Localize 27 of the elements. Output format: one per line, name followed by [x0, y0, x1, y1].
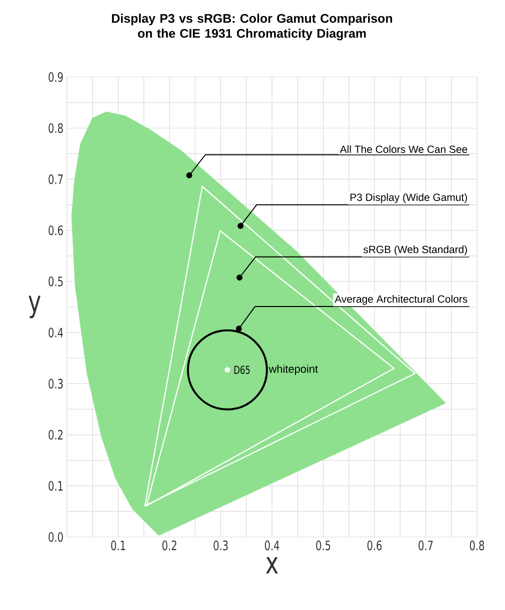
y-tick-label: 0.4 — [48, 328, 63, 338]
y-tick-label: 0.5 — [48, 276, 63, 286]
x-axis-title: x — [266, 557, 278, 574]
x-tick-label: 0.7 — [418, 540, 433, 550]
x-tick-label: 0.2 — [162, 540, 176, 550]
x-tick-label: 0.3 — [214, 540, 228, 550]
y-tick-label: 0.0 — [48, 532, 63, 542]
annotation: whitepoint — [268, 364, 318, 375]
x-tick-label: 0.5 — [316, 540, 330, 550]
annotation: P3 Display (Wide Gamut) — [350, 193, 467, 204]
y-tick-label: 0.8 — [48, 123, 63, 134]
y-tick-label: 0.1 — [48, 480, 63, 491]
annotation: D65 — [234, 366, 250, 374]
x-tick-label: 0.6 — [367, 540, 382, 550]
chart-title: Display P3 vs sRGB: Color Gamut Comparison on the CIE 1931 Chromaticity Diagram — [112, 14, 392, 40]
y-axis-title: y — [28, 296, 41, 318]
x-tick-label: 0.4 — [264, 540, 280, 550]
y-tick-label: 0.7 — [48, 174, 63, 184]
x-tick-label: 0.1 — [111, 540, 126, 550]
annotation: Average Architectural Colors — [334, 295, 468, 305]
y-tick-label: 0.9 — [48, 72, 63, 82]
y-tick-label: 0.2 — [48, 430, 62, 440]
annotation: sRGB (Web Standard) — [363, 245, 467, 256]
y-tick-label: 0.3 — [48, 378, 63, 389]
x-tick-label: 0.8 — [470, 540, 484, 550]
annotation: All The Colors We Can See — [340, 145, 468, 154]
y-tick-label: 0.6 — [48, 225, 63, 236]
